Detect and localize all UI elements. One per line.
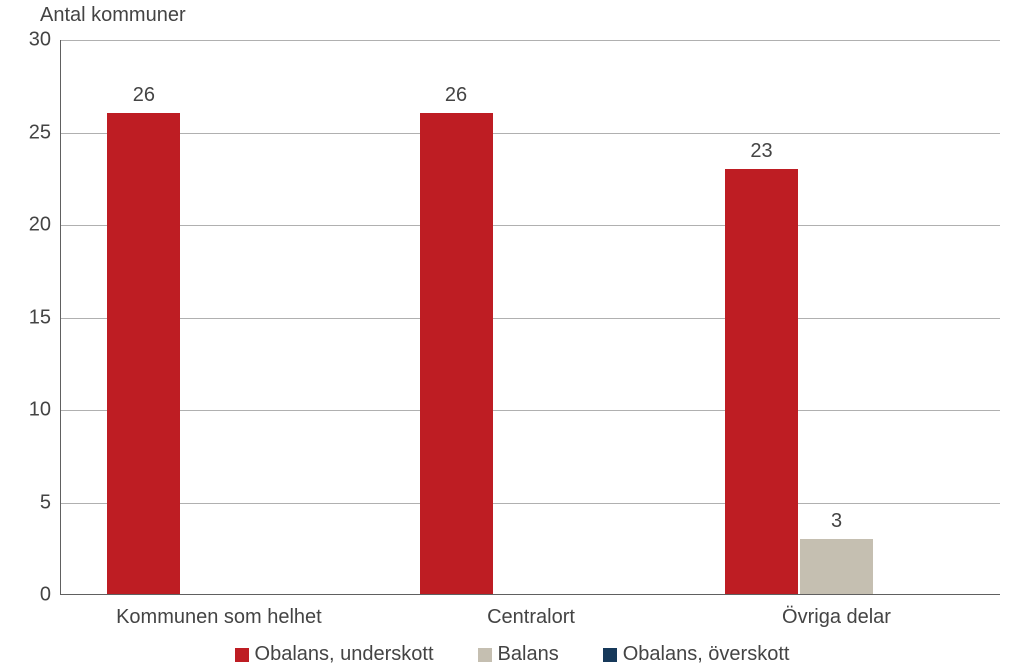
x-tick-label: Kommunen som helhet (116, 606, 322, 629)
gridline (61, 40, 1000, 41)
x-tick-label: Övriga delar (782, 606, 891, 629)
bar-value-label: 26 (133, 84, 155, 107)
y-tick-label: 5 (40, 491, 51, 514)
gridline (61, 410, 1000, 411)
chart: Antal kommuner 05101520253026Kommunen so… (0, 0, 1024, 670)
gridline (61, 318, 1000, 319)
y-tick-label: 30 (29, 29, 51, 52)
gridline (61, 133, 1000, 134)
legend-item: Obalans, överskott (603, 643, 790, 666)
y-tick-label: 20 (29, 214, 51, 237)
bar: 3 (800, 539, 873, 595)
gridline (61, 503, 1000, 504)
legend-label: Obalans, underskott (255, 643, 434, 666)
legend-label: Obalans, överskott (623, 643, 790, 666)
legend-item: Balans (478, 643, 559, 666)
legend-swatch (235, 648, 249, 662)
legend-item: Obalans, underskott (235, 643, 434, 666)
y-tick-label: 0 (40, 584, 51, 607)
legend-swatch (603, 648, 617, 662)
gridline (61, 225, 1000, 226)
x-tick-label: Centralort (487, 606, 575, 629)
bar: 23 (725, 169, 798, 595)
bar-value-label: 3 (831, 510, 842, 533)
legend-swatch (478, 648, 492, 662)
bar-value-label: 23 (750, 140, 772, 163)
y-tick-label: 10 (29, 399, 51, 422)
bar: 26 (420, 113, 493, 594)
y-tick-label: 15 (29, 306, 51, 329)
y-tick-label: 25 (29, 121, 51, 144)
legend: Obalans, underskott Balans Obalans, översk… (0, 643, 1024, 666)
y-axis-title: Antal kommuner (40, 4, 186, 27)
bar: 26 (107, 113, 180, 594)
plot-area: 05101520253026Kommunen som helhet26Centr… (60, 40, 1000, 595)
bar-value-label: 26 (445, 84, 467, 107)
legend-label: Balans (498, 643, 559, 666)
